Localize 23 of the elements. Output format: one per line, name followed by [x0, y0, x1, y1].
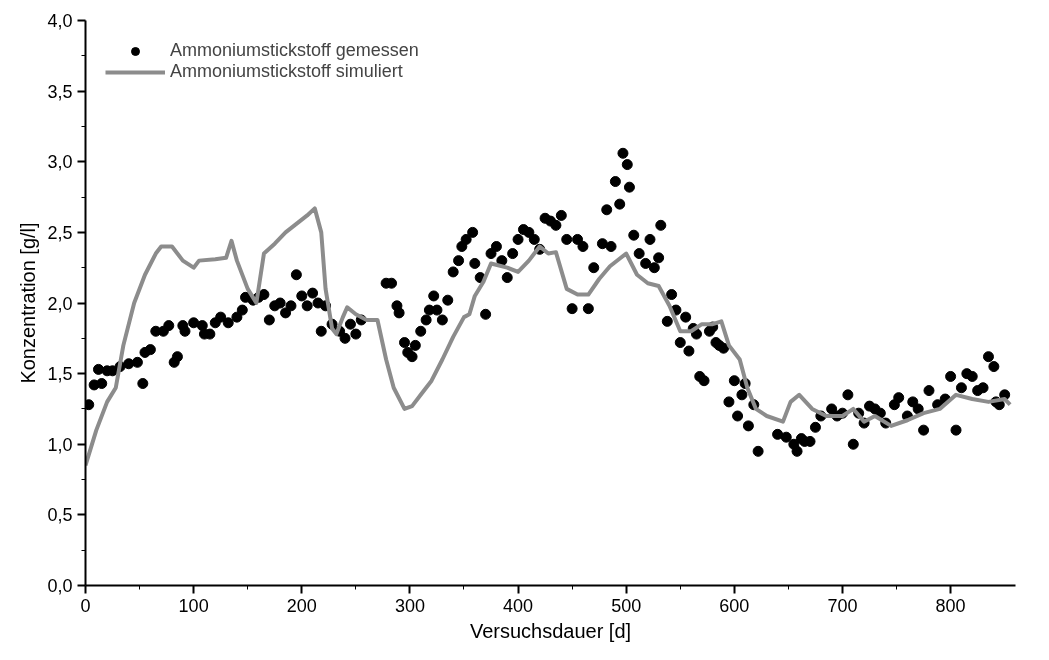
- legend-label: Ammoniumstickstoff simuliert: [170, 61, 403, 82]
- y-tick-label: 4,0: [47, 11, 73, 31]
- y-tick-label: 1,0: [47, 434, 73, 455]
- x-tick-label: 0: [80, 595, 91, 616]
- y-tick-label: 2,0: [47, 293, 73, 314]
- y-tick-label: 1,5: [47, 364, 73, 385]
- y-tick-label: 3,0: [47, 152, 73, 173]
- y-tick-label: 2,5: [47, 222, 73, 243]
- x-tick-label: 300: [394, 595, 425, 616]
- x-tick-label: 800: [935, 595, 966, 616]
- x-tick-label: 400: [503, 595, 534, 616]
- legend-label: Ammoniumstickstoff gemessen: [170, 40, 419, 61]
- x-tick-label: 200: [286, 595, 317, 616]
- x-axis-title: Versuchsdauer [d]: [469, 619, 632, 642]
- x-tick-label: 700: [827, 595, 858, 616]
- y-tick-label: 0,0: [47, 576, 73, 596]
- x-tick-label: 100: [178, 595, 209, 616]
- y-axis-title: Konzentration [g/l]: [17, 222, 40, 384]
- y-tick-label: 3,5: [47, 81, 73, 102]
- line-series: [85, 206, 1013, 468]
- x-tick-label: 600: [719, 595, 750, 616]
- y-tick-label: 0,5: [47, 505, 73, 526]
- x-tick-label: 500: [611, 595, 642, 616]
